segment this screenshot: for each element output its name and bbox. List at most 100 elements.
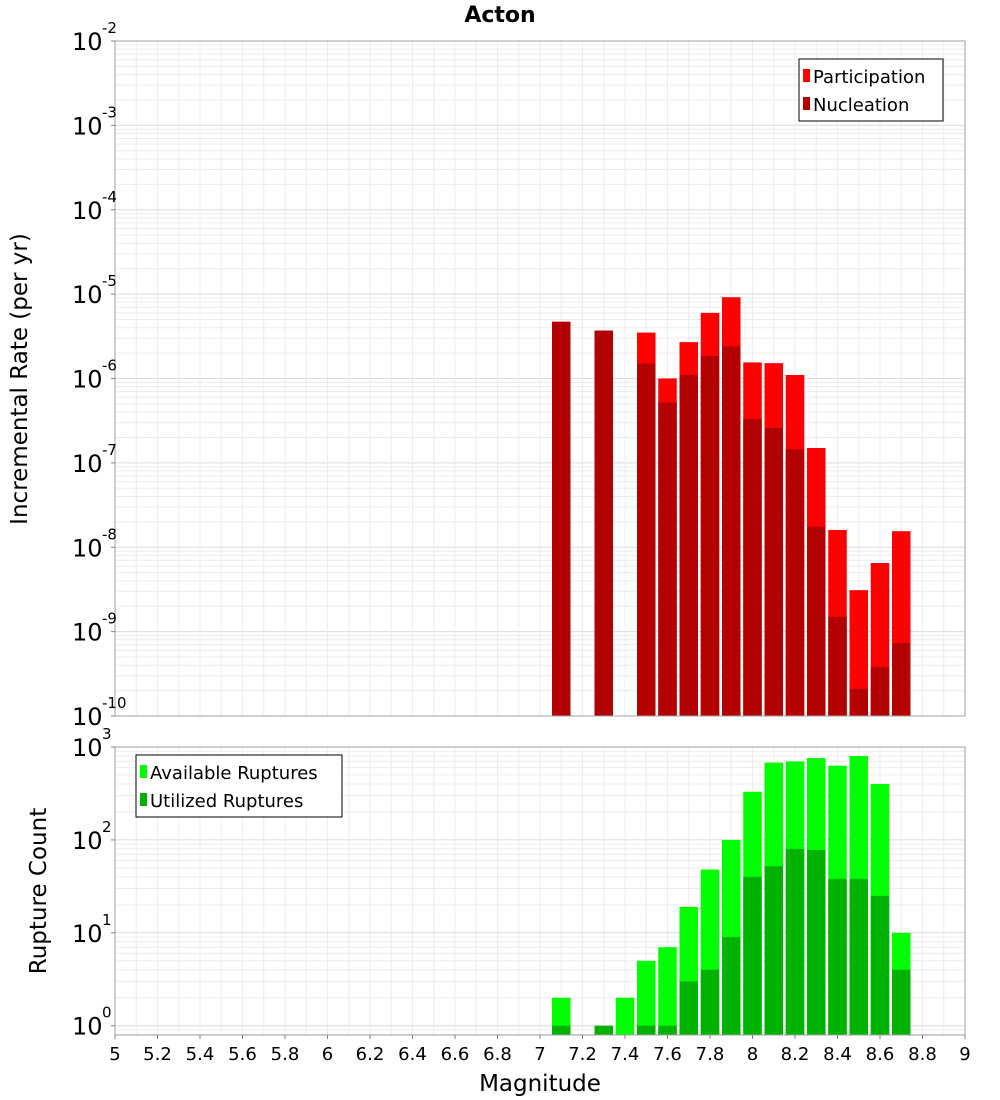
top-y-axis-label: Incremental Rate (per yr) xyxy=(7,233,33,525)
y-tick-base: 10 xyxy=(72,112,103,140)
top-bar-nucleation-8.1 xyxy=(764,427,783,716)
y-tick-base: 10 xyxy=(72,1013,103,1041)
y-tick-label: 10 -4 xyxy=(72,188,117,225)
x-tick-label: 8 xyxy=(747,1044,758,1065)
bottom-bar-utilized-ruptures-8.1 xyxy=(764,866,783,1035)
x-tick-label: 5.2 xyxy=(143,1044,172,1065)
y-tick-label: 10 -7 xyxy=(72,441,117,478)
legend-label: Nucleation xyxy=(813,95,909,116)
y-tick-base: 10 xyxy=(72,281,103,309)
top-bar-nucleation-8.7 xyxy=(892,643,911,716)
y-tick-label: 10 -6 xyxy=(72,357,117,394)
y-tick-exponent: 3 xyxy=(102,725,112,743)
bottom-bar-available-ruptures-7.4 xyxy=(615,997,635,1035)
legend-label: Utilized Ruptures xyxy=(150,791,303,812)
y-tick-base: 10 xyxy=(72,734,103,762)
y-tick-exponent: -9 xyxy=(102,610,117,628)
legend-label: Available Ruptures xyxy=(150,763,318,784)
y-tick-exponent: -7 xyxy=(102,441,117,459)
y-tick-base: 10 xyxy=(72,827,103,855)
top-bar-nucleation-7.8 xyxy=(700,355,720,716)
y-tick-base: 10 xyxy=(72,450,103,478)
legend-swatch xyxy=(140,793,147,806)
y-tick-base: 10 xyxy=(72,197,103,225)
y-tick-base: 10 xyxy=(72,703,103,731)
bottom-bar-utilized-ruptures-8.2 xyxy=(785,848,805,1035)
bottom-bar-utilized-ruptures-7.1 xyxy=(552,1025,571,1035)
x-tick-label: 7.2 xyxy=(568,1044,597,1065)
y-tick-label: 10 -3 xyxy=(72,103,117,140)
top-bars xyxy=(552,297,911,716)
bottom-bar-utilized-ruptures-8.3 xyxy=(807,849,826,1035)
legend-swatch xyxy=(140,765,147,778)
top-legend[interactable]: Participation Nucleation xyxy=(798,58,944,122)
y-tick-base: 10 xyxy=(72,366,103,394)
y-tick-label: 10 1 xyxy=(72,911,112,948)
y-tick-base: 10 xyxy=(72,619,103,647)
top-bar-nucleation-8 xyxy=(743,419,762,716)
chart-title: Acton xyxy=(464,3,535,28)
bottom-bar-utilized-ruptures-8.5 xyxy=(849,878,868,1035)
bottom-bar-utilized-ruptures-8.4 xyxy=(828,878,847,1035)
y-tick-label: 100 xyxy=(72,1004,112,1041)
x-tick-label: 6.8 xyxy=(483,1044,512,1065)
bottom-bar-utilized-ruptures-7.3 xyxy=(594,1025,613,1035)
bottom-bars xyxy=(552,756,911,1035)
x-tick-label: 5 xyxy=(109,1044,120,1065)
top-y-ticks: 10-210-310-410-510-610-710-810-910-10 xyxy=(72,19,127,731)
y-tick-label: 10 3 xyxy=(72,725,112,762)
x-tick-label: 5.4 xyxy=(186,1044,215,1065)
x-tick-label: 5.6 xyxy=(228,1044,257,1065)
y-tick-exponent: -10 xyxy=(102,694,127,712)
y-tick-label: 10 2 xyxy=(72,818,112,855)
legend-label: Participation xyxy=(813,67,925,88)
y-tick-exponent: -4 xyxy=(102,188,117,206)
x-tick-label: 7.4 xyxy=(611,1044,640,1065)
bottom-bar-available-ruptures-7.1 xyxy=(552,997,571,1035)
x-axis-ticks: 5 5.2 5.4 5.6 5.8 6 6.2 6.4 6.6 6.8 7 7.2 7.4 7.6 7.8 8… xyxy=(109,1035,971,1065)
x-axis-label: Magnitude xyxy=(479,1071,601,1097)
top-bar-nucleation-8.6 xyxy=(870,667,890,716)
top-bar-nucleation-8.2 xyxy=(785,449,805,716)
x-tick-label: 6.4 xyxy=(398,1044,427,1065)
top-bar-nucleation-7.1 xyxy=(552,321,571,716)
top-bar-nucleation-7.6 xyxy=(658,402,677,716)
bottom-legend[interactable]: Available Ruptures Utilized Ruptures xyxy=(135,754,343,818)
x-tick-label: 8.2 xyxy=(781,1044,810,1065)
top-bar-nucleation-7.9 xyxy=(722,346,741,716)
top-bar-nucleation-8.4 xyxy=(828,616,847,716)
y-tick-label: 10 -10 xyxy=(72,694,127,731)
y-tick-exponent: 0 xyxy=(102,1004,112,1022)
bottom-bar-utilized-ruptures-7.5 xyxy=(637,1025,656,1035)
bottom-bar-utilized-ruptures-7.6 xyxy=(658,1025,677,1035)
y-tick-exponent: -8 xyxy=(102,525,117,543)
top-bar-nucleation-7.5 xyxy=(637,363,656,716)
x-tick-label: 5.8 xyxy=(271,1044,300,1065)
top-bar-nucleation-7.3 xyxy=(594,330,613,716)
y-tick-base: 10 xyxy=(72,534,103,562)
legend-box xyxy=(135,754,343,818)
y-tick-base: 10 xyxy=(72,28,103,56)
y-tick-base: 10 xyxy=(72,920,103,948)
bottom-bar-available-ruptures-7.5 xyxy=(637,960,656,1035)
x-tick-label: 7.6 xyxy=(653,1044,682,1065)
y-tick-exponent: 1 xyxy=(102,911,112,929)
x-tick-label: 7 xyxy=(534,1044,545,1065)
y-tick-exponent: -5 xyxy=(102,272,117,290)
top-bar-nucleation-7.7 xyxy=(679,375,698,716)
top-bar-nucleation-8.3 xyxy=(807,526,826,716)
x-tick-label: 9 xyxy=(959,1044,970,1065)
x-tick-label: 8.6 xyxy=(866,1044,895,1065)
legend-swatch xyxy=(803,97,810,110)
legend-swatch xyxy=(803,69,810,82)
top-bar-participation-8.5 xyxy=(849,590,868,716)
x-tick-label: 8.4 xyxy=(823,1044,852,1065)
y-tick-exponent: -3 xyxy=(102,103,117,121)
legend-box xyxy=(798,58,944,122)
x-tick-label: 6.2 xyxy=(356,1044,385,1065)
bottom-bar-utilized-ruptures-8.7 xyxy=(892,969,911,1035)
x-tick-label: 6.6 xyxy=(441,1044,470,1065)
x-tick-label: 6 xyxy=(322,1044,333,1065)
y-tick-exponent: -6 xyxy=(102,357,117,375)
